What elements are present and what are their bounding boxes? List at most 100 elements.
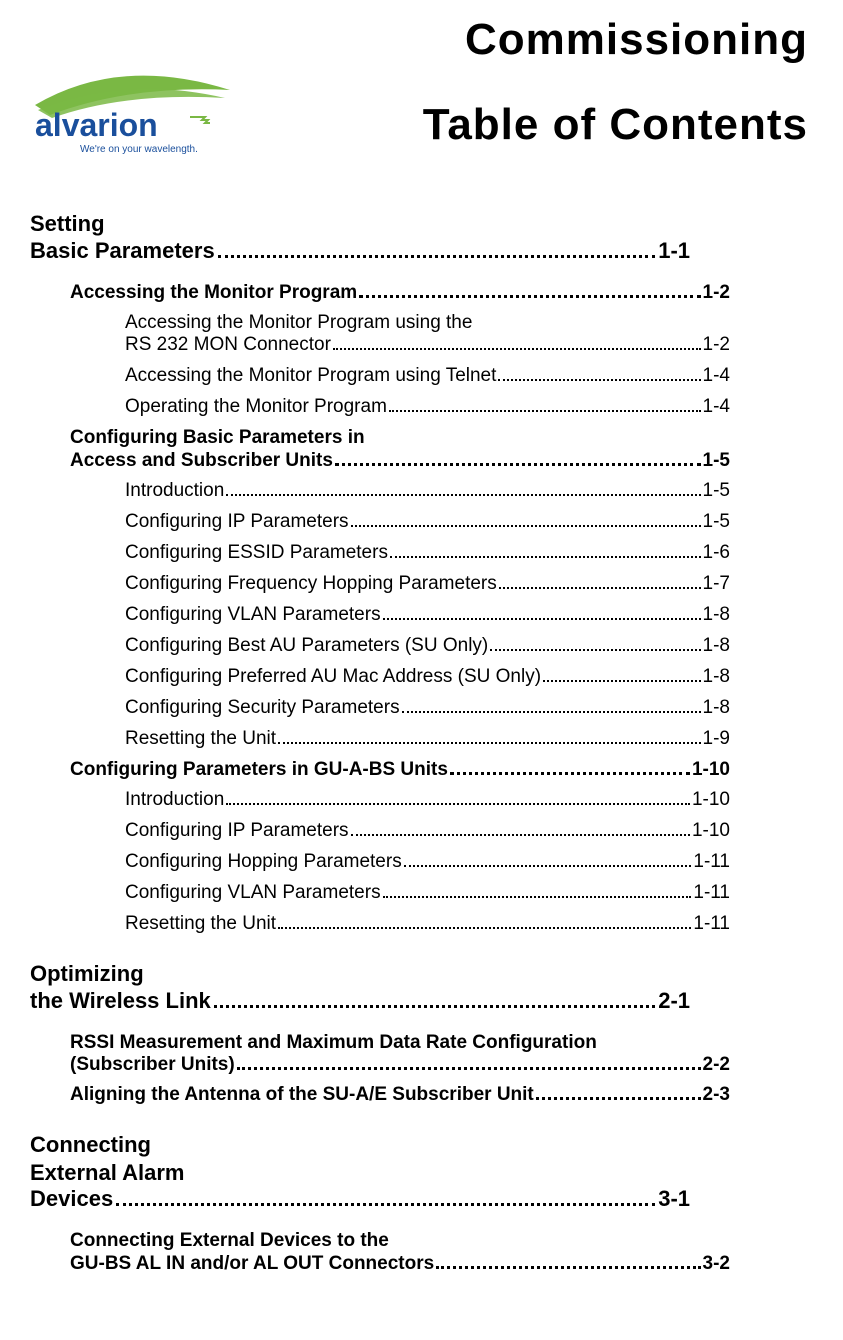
subsection-page: 1-10	[692, 820, 730, 842]
main-title: Commissioning	[285, 15, 808, 65]
subsection-row: Resetting the Unit 1-9	[125, 728, 730, 750]
logo-brand-text: alvarion	[35, 107, 158, 143]
section-row: Configuring Parameters in GU-A-BS Units …	[70, 759, 730, 781]
section-page: 3-2	[703, 1253, 730, 1275]
subsection-row: Configuring Preferred AU Mac Address (SU…	[125, 666, 730, 688]
section-title-text: Configuring Basic Parameters in	[70, 427, 730, 450]
subsection-row: Configuring VLAN Parameters 1-11	[125, 882, 730, 904]
section-title-text: Connecting External Devices to the	[70, 1230, 730, 1253]
leader-dots	[226, 494, 700, 496]
section-row: Configuring Basic Parameters inAccess an…	[70, 427, 730, 472]
chapter: Connecting External AlarmDevices 3-1 Conn…	[30, 1131, 808, 1275]
subsection-row: Accessing the Monitor Program using theR…	[125, 312, 730, 357]
chapter-title-text: the Wireless Link	[30, 988, 211, 1014]
section-title-text: (Subscriber Units)	[70, 1054, 235, 1076]
leader-dots	[226, 803, 690, 805]
section-page: 1-10	[692, 759, 730, 781]
subsection-title-text: Configuring Hopping Parameters	[125, 851, 402, 873]
subsection-page: 1-10	[692, 789, 730, 811]
subsection-title-text: Configuring VLAN Parameters	[125, 882, 381, 904]
subsection-page: 1-8	[703, 635, 730, 657]
subsection-page: 1-8	[703, 666, 730, 688]
subsection-page: 1-2	[703, 334, 730, 356]
subsection-page: 1-4	[703, 396, 730, 418]
subsection-row: Configuring Security Parameters 1-8	[125, 697, 730, 719]
subsection-row: Introduction 1-10	[125, 789, 730, 811]
subsection-title-text: Accessing the Monitor Program using the	[125, 312, 730, 335]
subsection-title-text: Configuring IP Parameters	[125, 511, 349, 533]
leader-dots	[390, 556, 701, 558]
subsection-title-text: Configuring Security Parameters	[125, 697, 400, 719]
leader-dots	[359, 295, 700, 298]
section-title-text: Access and Subscriber Units	[70, 450, 333, 472]
chapter: Optimizingthe Wireless Link 2-1 RSSI Meas…	[30, 960, 808, 1106]
section-title-text: Configuring Parameters in GU-A-BS Units	[70, 759, 448, 781]
subsection-title-text: Configuring Preferred AU Mac Address (SU…	[125, 666, 541, 688]
subsection-row: Accessing the Monitor Program using Teln…	[125, 365, 730, 387]
leader-dots	[278, 742, 701, 744]
section-group: Aligning the Antenna of the SU-A/E Subsc…	[30, 1084, 808, 1106]
leader-dots	[116, 1203, 655, 1206]
subsection-row: Configuring IP Parameters 1-10	[125, 820, 730, 842]
chapter-page: 2-1	[658, 988, 690, 1014]
subsection-row: Operating the Monitor Program 1-4	[125, 396, 730, 418]
section-row: Accessing the Monitor Program 1-2	[70, 282, 730, 304]
section-page: 1-5	[703, 450, 730, 472]
chapter-title-row: Connecting External AlarmDevices 3-1	[30, 1131, 690, 1212]
subsection-title-text: Configuring Frequency Hopping Parameters	[125, 573, 497, 595]
chapter-title-text: Setting	[30, 210, 690, 238]
subsection-row: Configuring Frequency Hopping Parameters…	[125, 573, 730, 595]
subsection-page: 1-8	[703, 604, 730, 626]
chapter-title-text: Optimizing	[30, 960, 690, 988]
section-title-text: Accessing the Monitor Program	[70, 282, 357, 304]
section-page: 2-2	[703, 1054, 730, 1076]
section-title-text: Aligning the Antenna of the SU-A/E Subsc…	[70, 1084, 534, 1106]
chapter-page: 3-1	[658, 1186, 690, 1212]
leader-dots	[278, 927, 691, 929]
subsection-row: Configuring IP Parameters 1-5	[125, 511, 730, 533]
chapter-title-text: Basic Parameters	[30, 238, 215, 264]
subsection-title-text: Configuring ESSID Parameters	[125, 542, 388, 564]
leader-dots	[383, 618, 701, 620]
leader-dots	[436, 1266, 700, 1269]
subsection-title-text: Resetting the Unit	[125, 913, 276, 935]
section-group: Configuring Parameters in GU-A-BS Units …	[30, 759, 808, 935]
section-row: Aligning the Antenna of the SU-A/E Subsc…	[70, 1084, 730, 1106]
leader-dots	[218, 255, 656, 258]
subsection-page: 1-9	[703, 728, 730, 750]
leader-dots	[237, 1067, 701, 1070]
subsection-title-text: Introduction	[125, 789, 224, 811]
chapter-title-text: Devices	[30, 1186, 113, 1212]
leader-dots	[351, 834, 690, 836]
leader-dots	[351, 525, 701, 527]
leader-dots	[383, 896, 692, 898]
subsection-title-text: Introduction	[125, 480, 224, 502]
subsection-page: 1-11	[693, 913, 730, 935]
subsection-page: 1-7	[703, 573, 730, 595]
leader-dots	[214, 1005, 655, 1008]
logo: alvarion We're on your wavelength.	[30, 15, 285, 165]
section-row: Connecting External Devices to theGU-BS …	[70, 1230, 730, 1275]
subsection-row: Resetting the Unit 1-11	[125, 913, 730, 935]
subsection-page: 1-6	[703, 542, 730, 564]
leader-dots	[389, 410, 701, 412]
chapter-title-row: Optimizingthe Wireless Link 2-1	[30, 960, 690, 1014]
leader-dots	[543, 680, 700, 682]
subsection-page: 1-11	[693, 851, 730, 873]
leader-dots	[450, 772, 690, 775]
section-group: Accessing the Monitor Program 1-2Accessi…	[30, 282, 808, 419]
table-of-contents: SettingBasic Parameters 1-1 Accessing the…	[30, 210, 808, 1275]
subsection-title-text: RS 232 MON Connector	[125, 334, 331, 356]
subsection-row: Configuring VLAN Parameters 1-8	[125, 604, 730, 626]
subsection-title-text: Operating the Monitor Program	[125, 396, 387, 418]
leader-dots	[490, 649, 700, 651]
leader-dots	[499, 587, 701, 589]
header: alvarion We're on your wavelength. Commi…	[30, 15, 808, 165]
subsection-row: Configuring Hopping Parameters 1-11	[125, 851, 730, 873]
section-title-text: RSSI Measurement and Maximum Data Rate C…	[70, 1032, 730, 1055]
chapter-title-row: SettingBasic Parameters 1-1	[30, 210, 690, 264]
subsection-page: 1-5	[703, 511, 730, 533]
subsection-page: 1-5	[703, 480, 730, 502]
subsection-row: Configuring Best AU Parameters (SU Only)…	[125, 635, 730, 657]
leader-dots	[404, 865, 692, 867]
